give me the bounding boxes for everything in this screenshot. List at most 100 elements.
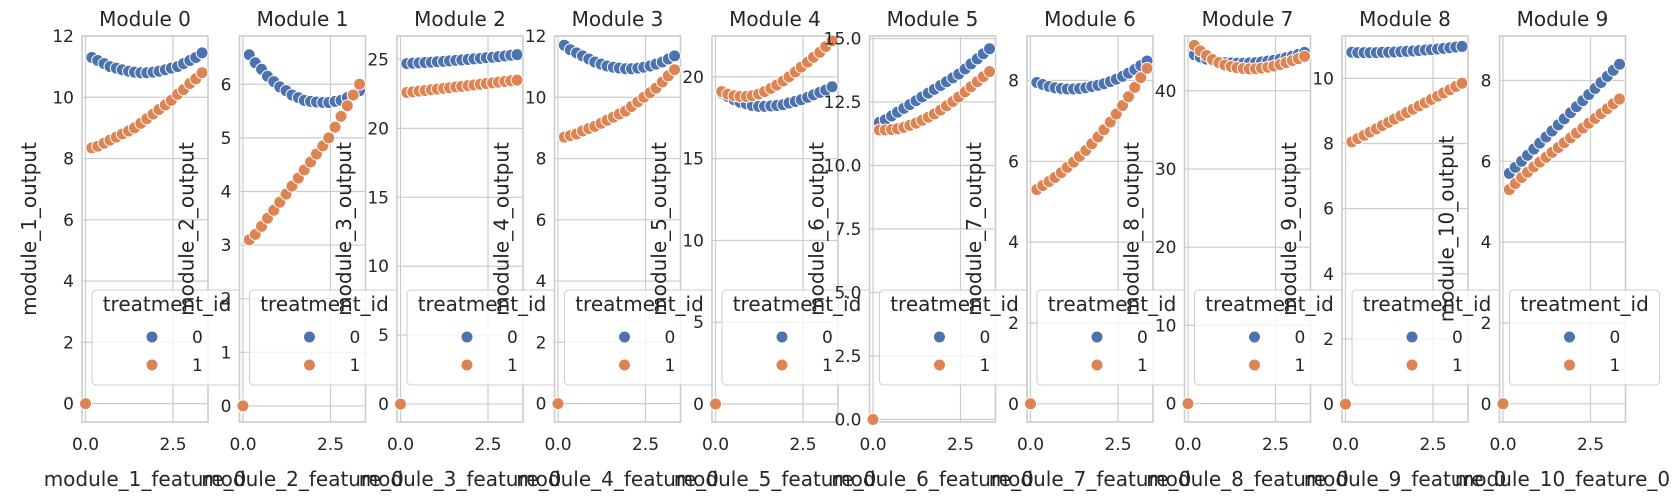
y-tick-label: 4	[63, 272, 74, 292]
legend-title: treatment_id	[1205, 292, 1334, 316]
legend-marker	[775, 330, 789, 344]
y-tick-label: 5	[693, 313, 704, 333]
series-0	[551, 38, 682, 411]
y-tick-label: 2	[1481, 314, 1492, 334]
y-tick-label: 2	[1008, 314, 1019, 334]
panel-title: Module 8	[1359, 7, 1451, 31]
plot-frame	[81, 35, 209, 423]
plot-frame	[238, 35, 367, 423]
legend: treatment_id 0 1	[1036, 289, 1188, 386]
panel-title: Module 0	[99, 7, 191, 31]
data-point	[668, 63, 682, 77]
legend: treatment_id 0 1	[249, 289, 400, 386]
data-point	[551, 397, 565, 411]
y-tick-label: 20	[1155, 238, 1177, 258]
x-tick-label: 0.0	[229, 435, 256, 455]
x-tick-label: 2.5	[789, 435, 816, 455]
series-0	[1496, 57, 1627, 411]
x-tick-label: 0.0	[859, 435, 886, 455]
data-point	[1455, 76, 1469, 90]
y-axis-label: module_10_output	[1435, 136, 1459, 323]
data-point	[340, 99, 354, 113]
y-tick-label: 0	[1481, 395, 1492, 415]
y-tick-label: 2	[63, 333, 74, 353]
legend-label: 0	[1610, 328, 1621, 348]
y-tick-label: 10	[367, 257, 389, 277]
y-tick-label: 12	[52, 27, 74, 47]
data-point	[328, 120, 342, 134]
y-tick-label: 15	[367, 188, 389, 208]
legend-title: treatment_id	[260, 292, 389, 316]
legend-marker	[303, 358, 316, 372]
legend-marker	[618, 358, 631, 372]
legend-label: 1	[1452, 356, 1463, 376]
x-axis-label: module_3_feature_0	[359, 467, 562, 491]
plot-frame	[396, 35, 524, 423]
y-tick-label: 40	[1155, 82, 1177, 102]
x-axis-label: module_9_feature_0	[1304, 467, 1507, 491]
y-tick-label: 15.0	[824, 30, 862, 50]
plot-frame	[1341, 35, 1469, 423]
series-1	[79, 66, 209, 411]
panel-title: Module 5	[887, 7, 979, 31]
y-tick-label: 5	[221, 129, 232, 149]
x-tick-label: 0.0	[1332, 435, 1359, 455]
panel-title: Module 1	[257, 7, 349, 31]
legend-title: treatment_id	[418, 292, 547, 316]
data-point	[1496, 397, 1510, 411]
panel-title: Module 4	[729, 7, 821, 31]
y-tick-label: 12	[525, 27, 547, 47]
legend-marker	[1405, 358, 1419, 372]
y-tick-label: 20	[367, 119, 389, 139]
y-tick-label: 0	[1323, 395, 1334, 415]
y-tick-label: 4	[1323, 265, 1334, 285]
y-axis-label: module_1_output	[17, 142, 41, 316]
y-tick-label: 10	[525, 88, 547, 108]
data-point	[1128, 80, 1142, 94]
legend-marker	[1248, 330, 1261, 344]
legend-label: 0	[1295, 328, 1306, 348]
legend-title: treatment_id	[575, 292, 704, 316]
x-tick-label: 2.5	[1104, 435, 1131, 455]
legend-title: treatment_id	[103, 292, 232, 316]
plot-frame	[868, 35, 997, 423]
y-tick-label: 0	[693, 395, 704, 415]
y-tick-label: 20	[682, 68, 704, 88]
data-point	[1613, 57, 1627, 71]
legend-label: 0	[822, 328, 833, 348]
x-axis-label: module_4_feature_0	[516, 467, 719, 491]
x-tick-label: 2.5	[317, 435, 344, 455]
y-tick-label: 8	[63, 150, 74, 170]
data-point	[353, 77, 367, 91]
legend-label: 1	[822, 356, 833, 376]
legend-title: treatment_id	[890, 292, 1019, 316]
legend-marker	[933, 330, 946, 344]
x-tick-label: 0.0	[1174, 435, 1201, 455]
y-tick-label: 0	[1008, 395, 1019, 415]
plot-frame	[1183, 35, 1312, 423]
y-tick-label: 0	[221, 397, 232, 417]
y-tick-label: 5.0	[834, 283, 861, 303]
series-1	[236, 77, 367, 413]
legend-marker	[460, 330, 474, 344]
y-tick-label: 2.5	[834, 347, 861, 367]
y-axis-label: module_3_output	[332, 142, 356, 316]
legend-title: treatment_id	[733, 292, 862, 316]
data-point	[510, 73, 524, 87]
legend-marker	[1090, 358, 1104, 372]
y-tick-label: 2	[221, 290, 232, 310]
data-point	[983, 42, 997, 56]
legend-marker	[1405, 330, 1419, 344]
x-tick-label: 2.5	[1577, 435, 1604, 455]
panel-title: Module 6	[1044, 7, 1136, 31]
legend-marker	[303, 330, 316, 344]
y-axis-label: module_9_output	[1277, 142, 1301, 316]
data-point	[1134, 71, 1148, 85]
data-point	[195, 46, 209, 60]
data-point	[346, 88, 360, 102]
